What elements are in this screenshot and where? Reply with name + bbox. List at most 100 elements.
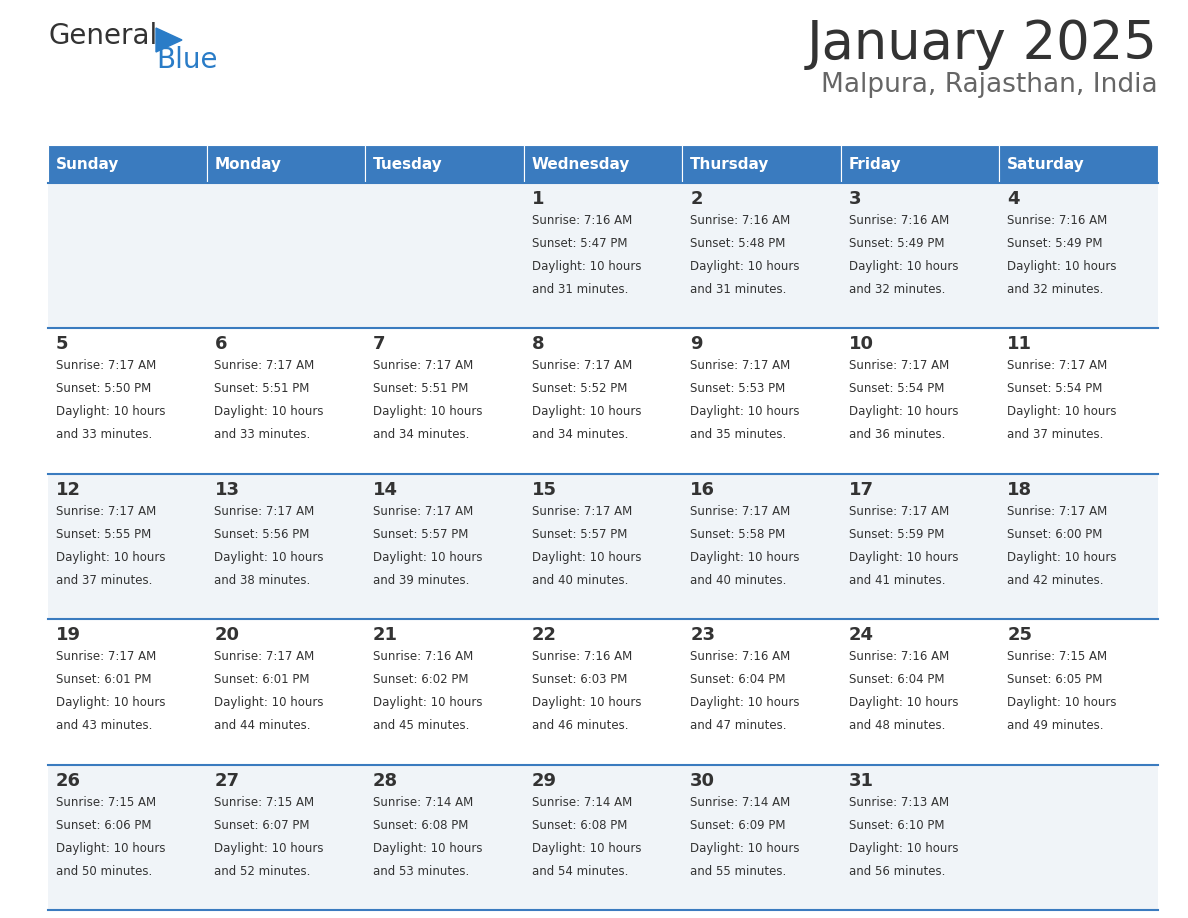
- Text: Sunset: 6:04 PM: Sunset: 6:04 PM: [848, 673, 944, 686]
- Text: and 33 minutes.: and 33 minutes.: [215, 429, 311, 442]
- Bar: [365, 145, 524, 183]
- Text: 3: 3: [848, 190, 861, 208]
- Text: Sunrise: 7:13 AM: Sunrise: 7:13 AM: [848, 796, 949, 809]
- Text: 10: 10: [848, 335, 874, 353]
- Text: and 41 minutes.: and 41 minutes.: [848, 574, 946, 587]
- Text: Sunrise: 7:17 AM: Sunrise: 7:17 AM: [373, 505, 473, 518]
- Text: 30: 30: [690, 772, 715, 789]
- Text: Daylight: 10 hours: Daylight: 10 hours: [690, 696, 800, 709]
- Text: Sunset: 6:02 PM: Sunset: 6:02 PM: [373, 673, 468, 686]
- Text: Sunset: 5:49 PM: Sunset: 5:49 PM: [848, 237, 944, 250]
- Text: Daylight: 10 hours: Daylight: 10 hours: [1007, 696, 1117, 709]
- Bar: [48, 329, 1158, 474]
- Text: 6: 6: [215, 335, 227, 353]
- Bar: [524, 145, 682, 183]
- Text: Sunset: 5:57 PM: Sunset: 5:57 PM: [532, 528, 627, 541]
- Text: and 43 minutes.: and 43 minutes.: [56, 719, 152, 733]
- Text: Sunset: 6:08 PM: Sunset: 6:08 PM: [373, 819, 468, 832]
- Text: 9: 9: [690, 335, 703, 353]
- Text: 4: 4: [1007, 190, 1019, 208]
- Text: 28: 28: [373, 772, 398, 789]
- Text: Daylight: 10 hours: Daylight: 10 hours: [532, 260, 642, 273]
- Text: Sunrise: 7:17 AM: Sunrise: 7:17 AM: [1007, 505, 1107, 518]
- Text: Daylight: 10 hours: Daylight: 10 hours: [373, 406, 482, 419]
- Text: Daylight: 10 hours: Daylight: 10 hours: [690, 551, 800, 564]
- Text: Sunset: 5:50 PM: Sunset: 5:50 PM: [56, 383, 151, 396]
- Text: Sunrise: 7:17 AM: Sunrise: 7:17 AM: [690, 360, 790, 373]
- Text: Daylight: 10 hours: Daylight: 10 hours: [215, 842, 324, 855]
- Text: Sunrise: 7:16 AM: Sunrise: 7:16 AM: [532, 650, 632, 663]
- Text: Sunset: 5:51 PM: Sunset: 5:51 PM: [215, 383, 310, 396]
- Text: Sunrise: 7:15 AM: Sunrise: 7:15 AM: [56, 796, 156, 809]
- Text: 11: 11: [1007, 335, 1032, 353]
- Text: 12: 12: [56, 481, 81, 498]
- Text: and 42 minutes.: and 42 minutes.: [1007, 574, 1104, 587]
- Text: Sunset: 5:59 PM: Sunset: 5:59 PM: [848, 528, 944, 541]
- Text: Sunset: 6:00 PM: Sunset: 6:00 PM: [1007, 528, 1102, 541]
- Text: Sunset: 5:57 PM: Sunset: 5:57 PM: [373, 528, 468, 541]
- Text: 21: 21: [373, 626, 398, 644]
- Text: Daylight: 10 hours: Daylight: 10 hours: [532, 842, 642, 855]
- Text: Sunset: 6:05 PM: Sunset: 6:05 PM: [1007, 673, 1102, 686]
- Text: Daylight: 10 hours: Daylight: 10 hours: [1007, 551, 1117, 564]
- Text: 26: 26: [56, 772, 81, 789]
- Text: Sunrise: 7:16 AM: Sunrise: 7:16 AM: [848, 650, 949, 663]
- Text: and 32 minutes.: and 32 minutes.: [848, 283, 946, 296]
- Text: 23: 23: [690, 626, 715, 644]
- Text: Sunrise: 7:14 AM: Sunrise: 7:14 AM: [373, 796, 473, 809]
- Text: 17: 17: [848, 481, 874, 498]
- Text: and 35 minutes.: and 35 minutes.: [690, 429, 786, 442]
- Text: Sunrise: 7:16 AM: Sunrise: 7:16 AM: [532, 214, 632, 227]
- Text: and 36 minutes.: and 36 minutes.: [848, 429, 946, 442]
- Text: Daylight: 10 hours: Daylight: 10 hours: [690, 260, 800, 273]
- Text: and 40 minutes.: and 40 minutes.: [532, 574, 628, 587]
- Text: and 44 minutes.: and 44 minutes.: [215, 719, 311, 733]
- Text: 8: 8: [532, 335, 544, 353]
- Text: Daylight: 10 hours: Daylight: 10 hours: [532, 551, 642, 564]
- Text: and 47 minutes.: and 47 minutes.: [690, 719, 786, 733]
- Text: Sunset: 6:04 PM: Sunset: 6:04 PM: [690, 673, 785, 686]
- Text: Daylight: 10 hours: Daylight: 10 hours: [848, 260, 959, 273]
- Text: and 49 minutes.: and 49 minutes.: [1007, 719, 1104, 733]
- Text: 18: 18: [1007, 481, 1032, 498]
- Text: and 31 minutes.: and 31 minutes.: [532, 283, 628, 296]
- Text: 5: 5: [56, 335, 69, 353]
- Bar: [48, 183, 1158, 329]
- Text: Sunset: 5:47 PM: Sunset: 5:47 PM: [532, 237, 627, 250]
- Text: Daylight: 10 hours: Daylight: 10 hours: [373, 696, 482, 709]
- Bar: [48, 474, 1158, 620]
- Text: Sunset: 6:01 PM: Sunset: 6:01 PM: [215, 673, 310, 686]
- Text: Daylight: 10 hours: Daylight: 10 hours: [848, 406, 959, 419]
- Text: Sunrise: 7:16 AM: Sunrise: 7:16 AM: [690, 214, 790, 227]
- Text: and 56 minutes.: and 56 minutes.: [848, 865, 946, 878]
- Bar: [48, 145, 207, 183]
- Text: Sunset: 6:09 PM: Sunset: 6:09 PM: [690, 819, 785, 832]
- Text: Sunset: 5:58 PM: Sunset: 5:58 PM: [690, 528, 785, 541]
- Text: Sunset: 6:08 PM: Sunset: 6:08 PM: [532, 819, 627, 832]
- Bar: [999, 145, 1158, 183]
- Text: Sunset: 6:03 PM: Sunset: 6:03 PM: [532, 673, 627, 686]
- Text: and 38 minutes.: and 38 minutes.: [215, 574, 311, 587]
- Text: Sunrise: 7:17 AM: Sunrise: 7:17 AM: [56, 360, 156, 373]
- Text: Sunset: 5:49 PM: Sunset: 5:49 PM: [1007, 237, 1102, 250]
- Text: Thursday: Thursday: [690, 156, 770, 172]
- Text: Saturday: Saturday: [1007, 156, 1085, 172]
- Text: Sunrise: 7:17 AM: Sunrise: 7:17 AM: [215, 650, 315, 663]
- Text: Sunset: 6:10 PM: Sunset: 6:10 PM: [848, 819, 944, 832]
- Text: Sunrise: 7:16 AM: Sunrise: 7:16 AM: [373, 650, 473, 663]
- Text: 2: 2: [690, 190, 703, 208]
- Text: Daylight: 10 hours: Daylight: 10 hours: [56, 406, 165, 419]
- Text: 16: 16: [690, 481, 715, 498]
- Polygon shape: [156, 28, 182, 52]
- Text: and 37 minutes.: and 37 minutes.: [56, 574, 152, 587]
- Text: and 34 minutes.: and 34 minutes.: [373, 429, 469, 442]
- Text: 14: 14: [373, 481, 398, 498]
- Text: Sunset: 5:52 PM: Sunset: 5:52 PM: [532, 383, 627, 396]
- Text: Daylight: 10 hours: Daylight: 10 hours: [215, 551, 324, 564]
- Text: January 2025: January 2025: [807, 18, 1158, 70]
- Text: Sunset: 5:54 PM: Sunset: 5:54 PM: [848, 383, 944, 396]
- Text: Daylight: 10 hours: Daylight: 10 hours: [1007, 260, 1117, 273]
- Text: and 37 minutes.: and 37 minutes.: [1007, 429, 1104, 442]
- Text: 22: 22: [532, 626, 557, 644]
- Text: Daylight: 10 hours: Daylight: 10 hours: [56, 696, 165, 709]
